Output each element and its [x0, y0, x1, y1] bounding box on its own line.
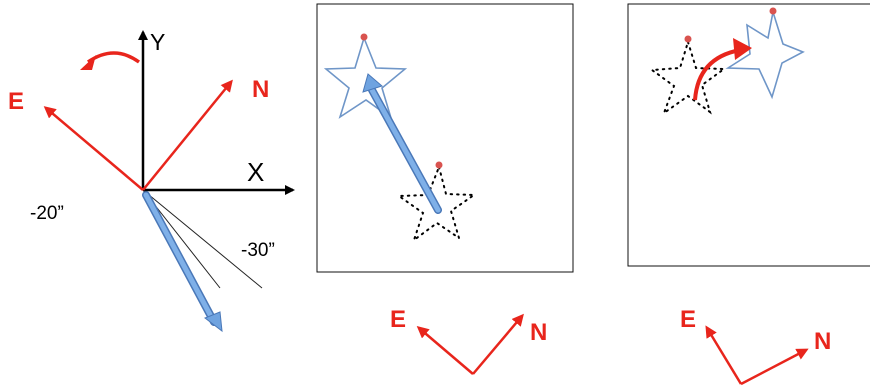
- compass-middle-north-label: N: [530, 319, 547, 346]
- compass-right: E N: [680, 306, 831, 386]
- x-axis-label: X: [247, 157, 264, 187]
- north-label: N: [252, 76, 269, 103]
- east-axis: [43, 106, 144, 191]
- north-axis: [142, 79, 233, 191]
- original-star-marker: [435, 161, 443, 169]
- angle-label-20: -20”: [30, 203, 64, 224]
- east-label: E: [8, 88, 24, 115]
- angle-label-30: -30”: [241, 240, 275, 261]
- panel-middle: [316, 3, 574, 273]
- panel-right: [627, 3, 870, 267]
- original-star: [396, 163, 478, 243]
- proper-motion-arrow: [142, 191, 223, 333]
- moved-star: [323, 35, 408, 121]
- coordinate-system: Y X E N -20” -30”: [8, 29, 295, 333]
- compass-right-east-label: E: [680, 306, 696, 333]
- right-original-star: [649, 38, 727, 116]
- right-rotation-arrow-head: [733, 38, 752, 60]
- right-rotated-star-marker: [769, 7, 777, 15]
- right-rotated-star: [725, 11, 805, 100]
- right-rotation-arrow: [693, 48, 741, 101]
- compass-middle-east-label: E: [390, 306, 406, 333]
- compass-right-north-label: N: [814, 328, 831, 355]
- panel-middle-frame: [316, 3, 574, 273]
- moved-star-marker: [360, 33, 368, 41]
- displacement-arrow: [362, 73, 442, 214]
- guide-line-30: [142, 189, 263, 289]
- compass-middle: E N: [390, 306, 547, 375]
- rotation-arrow: [87, 51, 141, 64]
- y-axis-label: Y: [150, 29, 165, 55]
- right-original-star-marker: [684, 35, 692, 43]
- rotation-arrow-head: [80, 55, 96, 70]
